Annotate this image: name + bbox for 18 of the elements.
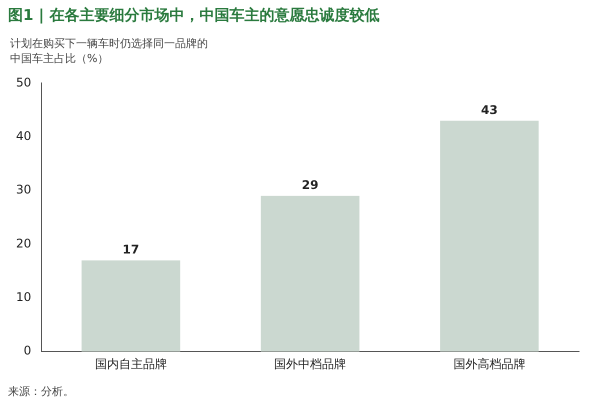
y-axis-title: 计划在购买下一辆车时仍选择同一品牌的中国车主占比（%）: [10, 36, 209, 66]
y-tick-label: 10: [16, 290, 32, 304]
y-tick-label: 40: [16, 129, 32, 144]
data-label: 17: [122, 242, 140, 256]
y-tick-label: 50: [16, 75, 32, 90]
y-tick-label: 20: [16, 236, 32, 250]
bar: [260, 196, 360, 352]
chart-title: 图1 | 在各主要细分市场中，中国车主的意愿忠诚度较低: [8, 6, 380, 25]
y-tick-label: 0: [24, 344, 32, 358]
x-tick-label: 国外高档品牌: [453, 356, 526, 371]
bar: [82, 260, 180, 352]
bar: [440, 120, 539, 352]
x-tick-label: 国内自主品牌: [94, 356, 167, 371]
y-tick-label: 30: [16, 182, 32, 197]
data-label: 43: [481, 102, 498, 117]
source-note: 来源：分析。: [8, 384, 74, 399]
data-label: 29: [302, 178, 318, 192]
x-tick-label: 国外中档品牌: [274, 356, 346, 371]
